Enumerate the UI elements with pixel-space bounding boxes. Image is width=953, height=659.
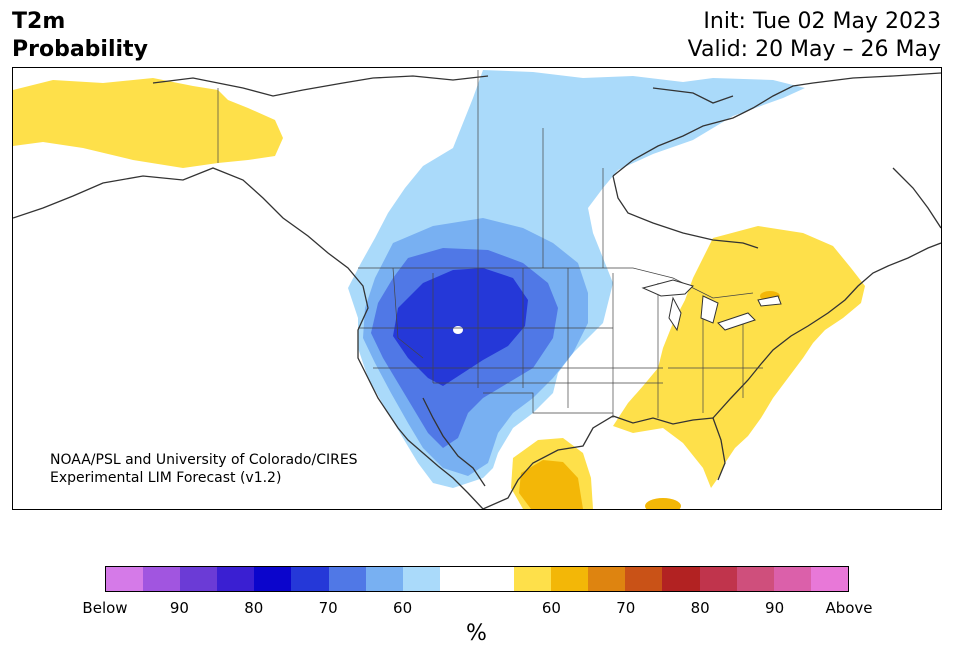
- colorbar-segment: [699, 567, 737, 591]
- colorbar-segment: [514, 567, 552, 591]
- colorbar-segment: [439, 567, 477, 591]
- map-title: T2m Probability: [12, 8, 148, 64]
- colorbar-tick-label: 80: [244, 599, 264, 617]
- credit-text: NOAA/PSL and University of Colorado/CIRE…: [50, 451, 358, 487]
- colorbar-segment: [254, 567, 292, 591]
- colorbar-tick-label: 90: [169, 599, 189, 617]
- colorbar-segment: [476, 567, 515, 591]
- product-label: Probability: [12, 37, 148, 62]
- valid-range: Valid: 20 May – 26 May: [687, 37, 941, 62]
- alaska-above-60-region: [13, 78, 283, 168]
- colorbar-unit: %: [466, 621, 487, 646]
- colorbar-tick-label: 70: [616, 599, 636, 617]
- credit-line-1: NOAA/PSL and University of Colorado/CIRE…: [50, 452, 358, 468]
- mexico-above-70-region: [519, 460, 583, 509]
- colorbar-segment: [662, 567, 700, 591]
- colorbar-segment: [291, 567, 329, 591]
- east-above-60-region: [613, 226, 865, 488]
- caribbean-above-60-spot: [645, 498, 681, 509]
- colorbar-segment: [736, 567, 774, 591]
- colorbar-segment: [773, 567, 811, 591]
- coastlines: [13, 72, 941, 509]
- forecast-map: NOAA/PSL and University of Colorado/CIRE…: [12, 67, 942, 510]
- great-lakes: [641, 279, 782, 332]
- variable-label: T2m: [12, 9, 66, 34]
- colorbar-segment: [106, 567, 144, 591]
- colorbar-tick-label: Below: [82, 599, 128, 617]
- colorbar-tick-label: 90: [765, 599, 785, 617]
- colorbar-tick-label: 80: [690, 599, 710, 617]
- colorbar-segment: [810, 567, 848, 591]
- colorbar-tick-label: 70: [318, 599, 338, 617]
- utah-white-spot: [453, 326, 463, 334]
- date-info: Init: Tue 02 May 2023 Valid: 20 May – 26…: [688, 8, 941, 64]
- borders: [217, 70, 763, 418]
- credit-line-2: Experimental LIM Forecast (v1.2): [50, 470, 282, 486]
- colorbar-tick-label: 60: [393, 599, 413, 617]
- colorbar: [105, 566, 849, 592]
- init-date: Init: Tue 02 May 2023: [703, 9, 941, 34]
- colorbar-segment: [180, 567, 218, 591]
- colorbar-segment: [588, 567, 626, 591]
- colorbar-tick-label: Above: [825, 599, 873, 617]
- map-canvas: [13, 70, 941, 509]
- colorbar-segment: [328, 567, 366, 591]
- colorbar-segment: [625, 567, 663, 591]
- colorbar-segment: [551, 567, 589, 591]
- colorbar-segment: [402, 567, 440, 591]
- colorbar-segment: [217, 567, 255, 591]
- colorbar-segment: [365, 567, 403, 591]
- colorbar-tick-label: 60: [541, 599, 561, 617]
- colorbar-segment: [143, 567, 181, 591]
